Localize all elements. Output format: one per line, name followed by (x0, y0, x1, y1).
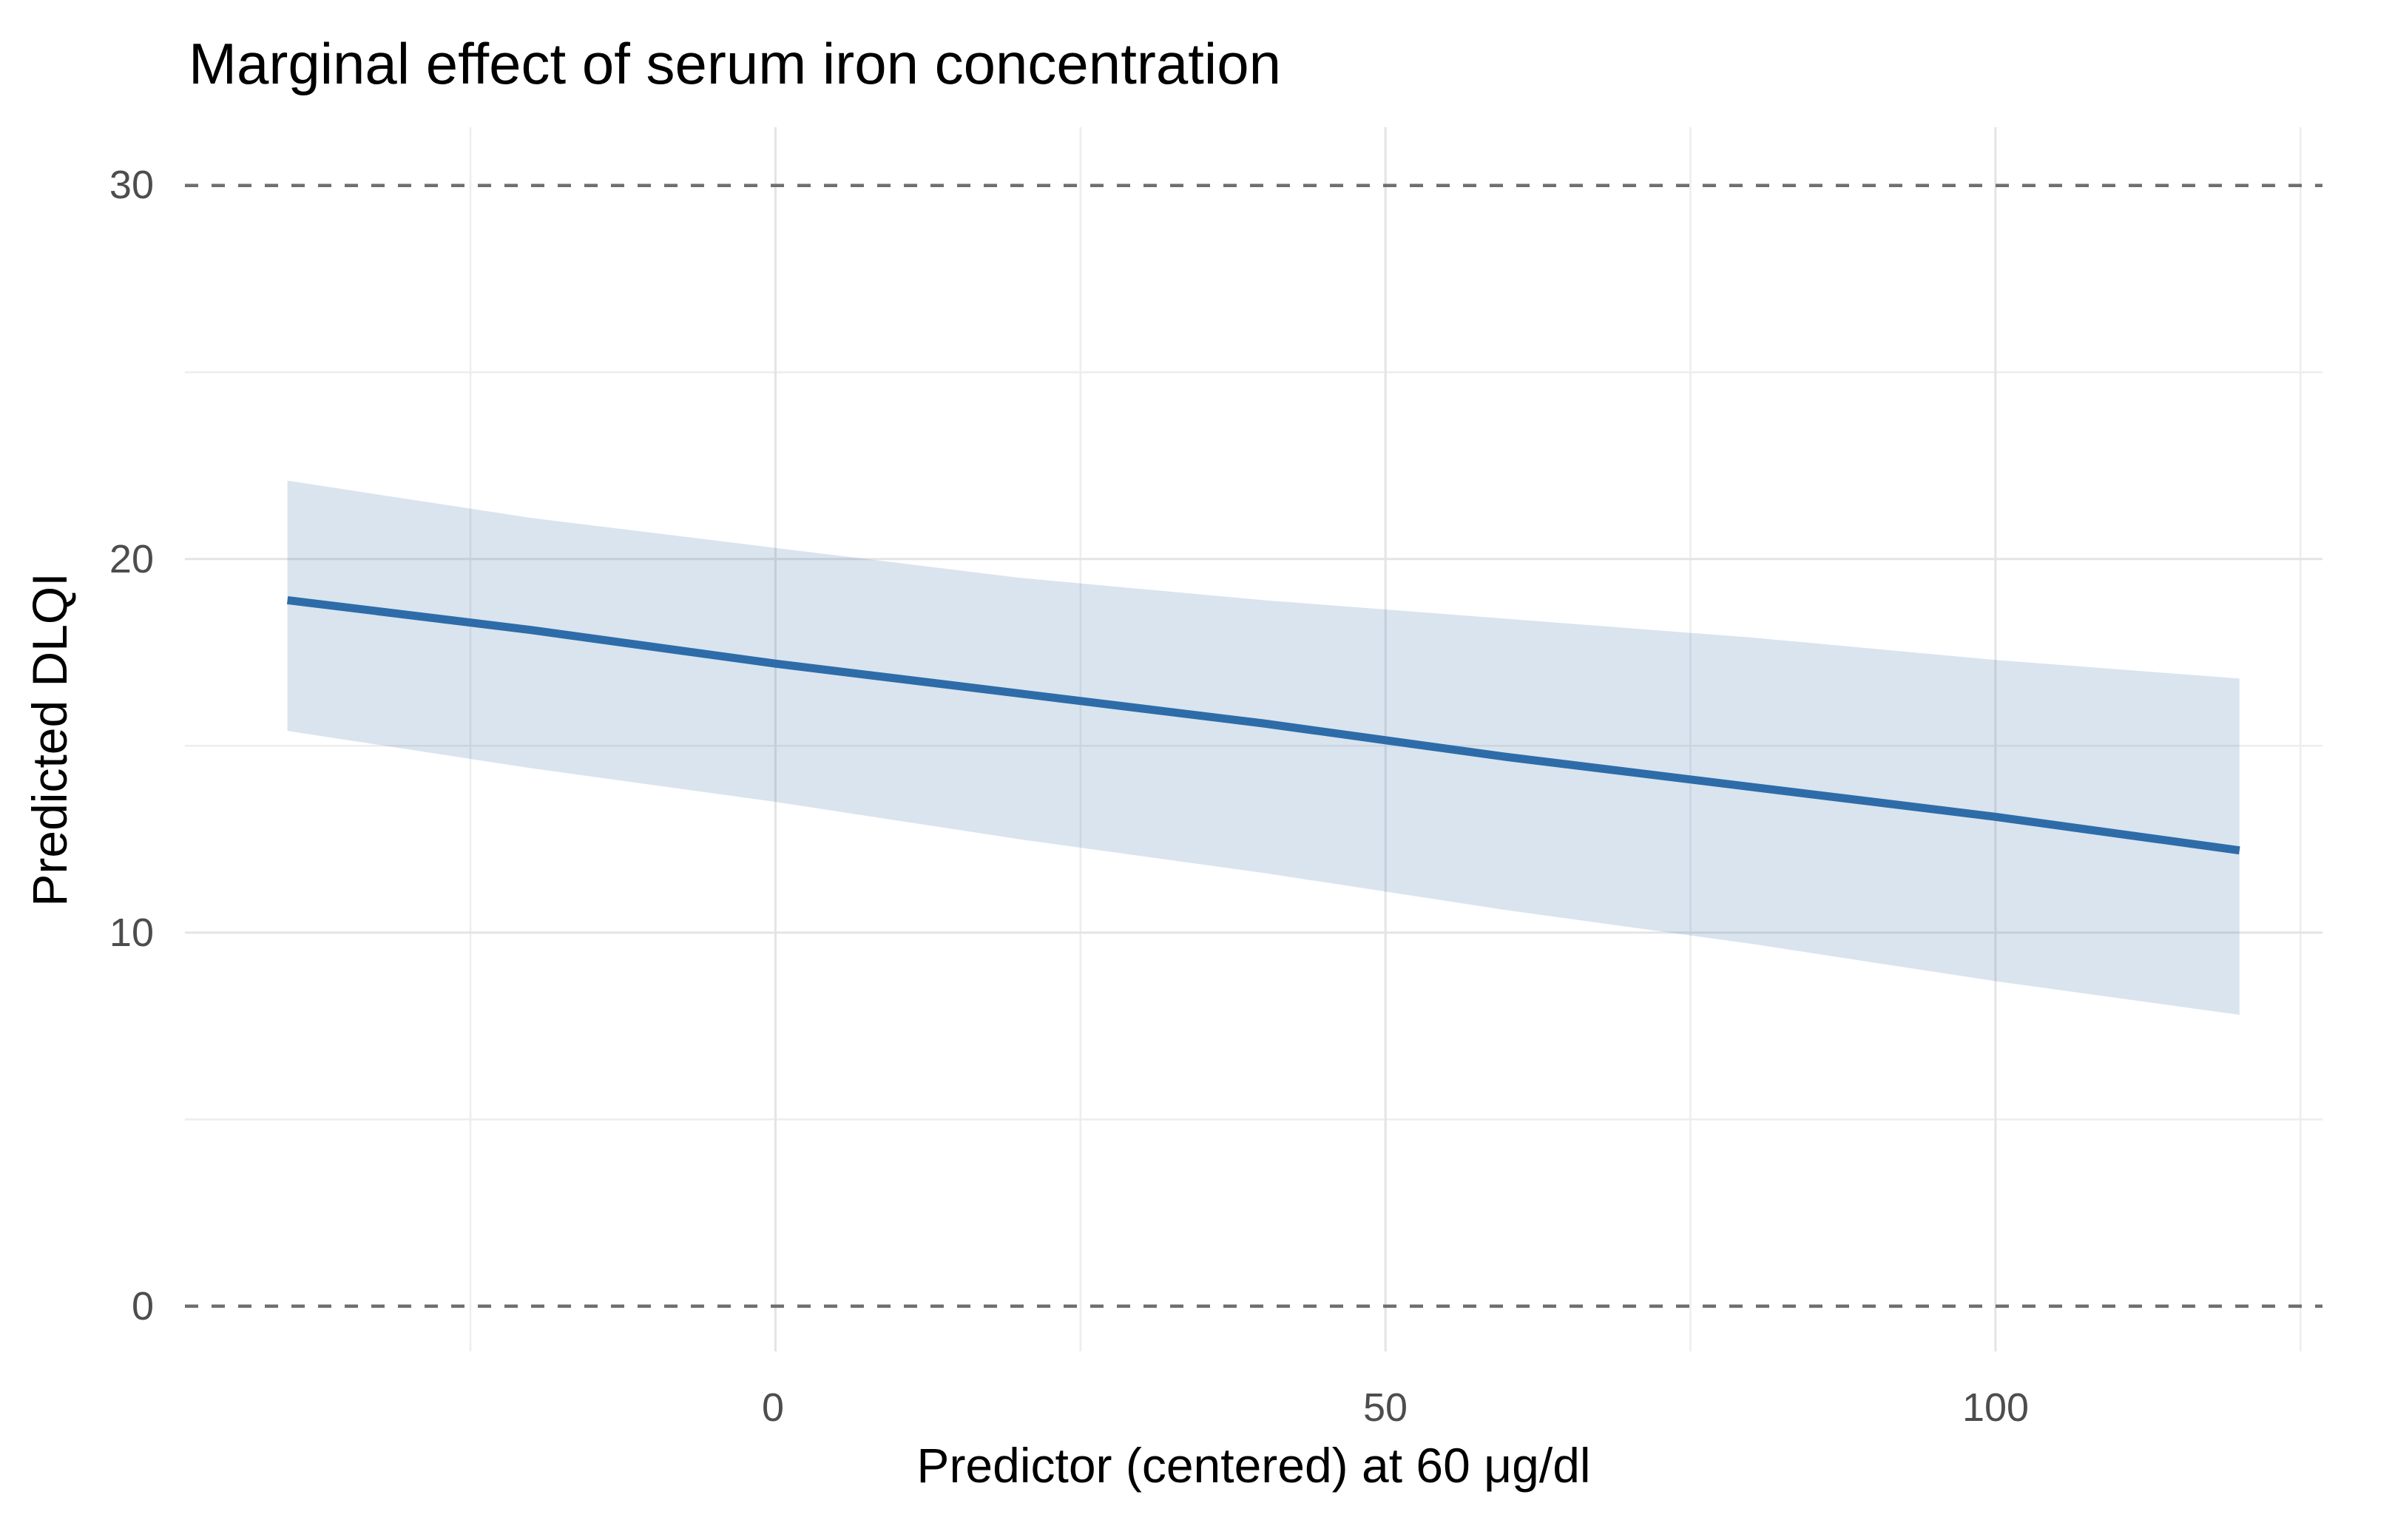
x-tick-label-50: 50 (1362, 1385, 1408, 1430)
x-axis-title: Predictor (centered) at 60 μg/dl (916, 1438, 1591, 1493)
y-tick-label-10: 10 (109, 911, 154, 955)
y-tick-label-30: 30 (109, 163, 154, 207)
y-axis-title: Predicted DLQI (22, 573, 77, 907)
x-tick-label-0: 0 (761, 1385, 785, 1430)
y-tick-label-20: 20 (109, 537, 154, 581)
chart-title: Marginal effect of serum iron concentrat… (189, 31, 1281, 96)
confidence-ribbon (287, 480, 2240, 1015)
regression-line (286, 595, 2240, 855)
y-tick-label-0: 0 (131, 1284, 154, 1328)
x-tick-label-100: 100 (1962, 1385, 2030, 1430)
plot-panel (185, 127, 2322, 1351)
chart-canvas (185, 127, 2322, 1351)
